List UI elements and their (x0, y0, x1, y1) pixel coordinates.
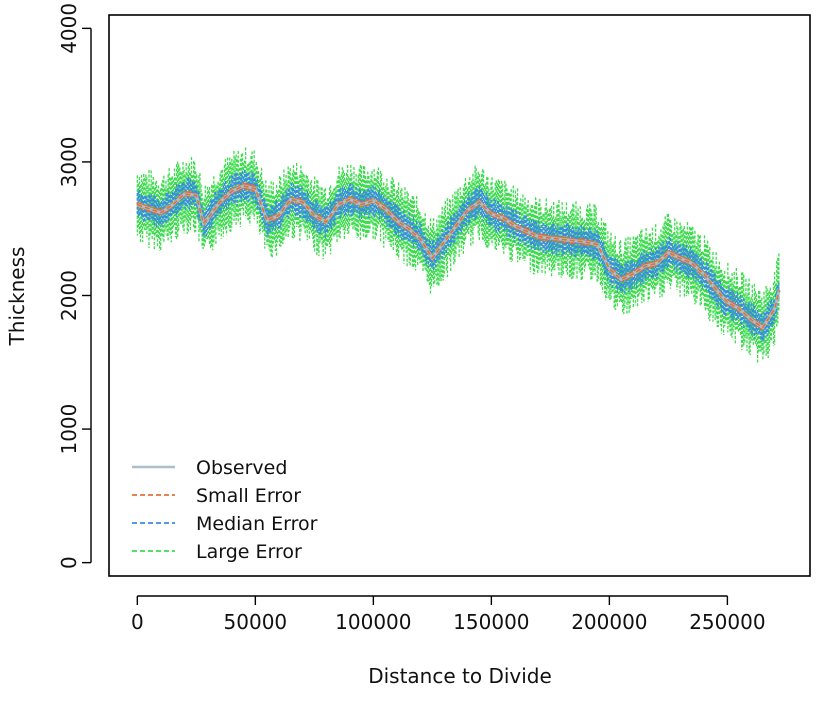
y-tick-label: 4000 (57, 3, 81, 54)
x-tick-label: 50000 (224, 610, 288, 634)
legend-label-small-error: Small Error (196, 485, 301, 507)
error-bands (136, 147, 780, 363)
legend-label-large-error: Large Error (196, 541, 302, 563)
y-tick-label: 0 (57, 556, 81, 569)
legend: Observed Small Error Median Error Large Err… (132, 457, 318, 563)
small-error-line (137, 185, 781, 329)
legend-label-median-error: Median Error (196, 513, 318, 535)
y-tick-label: 3000 (57, 136, 81, 187)
plot-frame (108, 14, 811, 577)
y-axis-title: Thickness (5, 247, 29, 347)
legend-label-observed: Observed (196, 457, 287, 479)
y-tick-label: 2000 (57, 270, 81, 321)
x-tick-label: 100000 (335, 610, 411, 634)
y-axis: 0 1000 2000 3000 4000 (57, 3, 92, 569)
x-axis-title: Distance to Divide (368, 664, 552, 688)
x-tick-label: 200000 (571, 610, 647, 634)
x-tick-label: 250000 (689, 610, 765, 634)
series-lines (136, 184, 781, 330)
x-tick-label: 0 (131, 610, 144, 634)
y-tick-label: 1000 (57, 404, 81, 455)
x-tick-label: 150000 (453, 610, 529, 634)
x-axis: 0 50000 100000 150000 200000 250000 (131, 595, 766, 634)
